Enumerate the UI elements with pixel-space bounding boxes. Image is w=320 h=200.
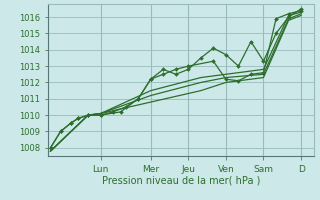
X-axis label: Pression niveau de la mer( hPa ): Pression niveau de la mer( hPa ) [102, 175, 260, 185]
